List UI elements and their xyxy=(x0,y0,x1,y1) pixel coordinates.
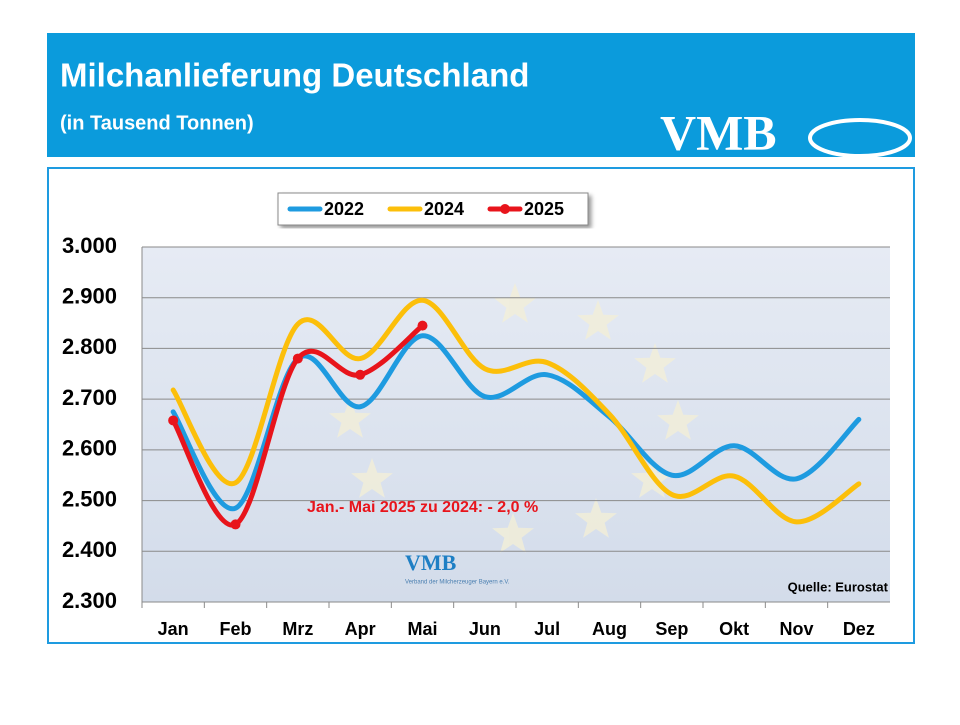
subtitle: (in Tausend Tonnen) xyxy=(60,112,254,134)
x-tick-label: Jul xyxy=(534,619,560,639)
y-tick-label: 2.300 xyxy=(62,588,117,613)
point xyxy=(168,415,179,426)
star xyxy=(329,398,371,438)
legend-label: 2022 xyxy=(324,199,364,219)
x-tick-label: Jun xyxy=(469,619,501,639)
star xyxy=(657,400,699,440)
y-tick-label: 2.900 xyxy=(62,284,117,309)
annotation: Jan.- Mai 2025 zu 2024: - 2,0 % xyxy=(307,499,538,516)
point xyxy=(230,519,241,530)
legend-label: 2025 xyxy=(524,199,564,219)
y-tick-label: 2.700 xyxy=(62,385,117,410)
x-tick-label: Apr xyxy=(345,619,376,639)
logo-swirl xyxy=(808,118,912,158)
legend xyxy=(277,192,589,226)
y-tick-label: 3.000 xyxy=(62,233,117,258)
x-tick-label: Jan xyxy=(158,619,189,639)
watermark: VMB xyxy=(405,550,457,575)
star xyxy=(577,300,619,340)
x-tick-label: Aug xyxy=(592,619,627,639)
star xyxy=(351,458,393,498)
star xyxy=(634,343,676,383)
x-tick-label: Okt xyxy=(719,619,749,639)
series-line xyxy=(170,323,425,528)
header xyxy=(47,33,915,157)
legend-label: 2024 xyxy=(424,199,464,219)
point xyxy=(355,369,366,380)
x-tick-label: Feb xyxy=(219,619,251,639)
series-line xyxy=(170,297,862,525)
star xyxy=(494,283,536,323)
x-tick-label: Mrz xyxy=(282,619,313,639)
logo: VMB xyxy=(660,104,777,160)
y-tick-label: 2.600 xyxy=(62,436,117,461)
x-tick-label: Sep xyxy=(655,619,688,639)
point xyxy=(417,320,428,331)
point xyxy=(292,353,303,364)
y-tick-label: 2.500 xyxy=(62,486,117,511)
star xyxy=(492,513,534,553)
x-tick-label: Nov xyxy=(779,619,813,639)
watermark-subtitle: Verband der Milcherzeuger Bayern e.V. xyxy=(405,580,510,586)
x-tick-label: Mai xyxy=(407,619,437,639)
star xyxy=(575,498,617,538)
y-tick-label: 2.400 xyxy=(62,537,117,562)
x-tick-label: Dez xyxy=(843,619,875,639)
y-tick-label: 2.800 xyxy=(62,334,117,359)
series-line xyxy=(170,333,862,511)
legend-marker xyxy=(500,204,510,214)
source: Quelle: Eurostat xyxy=(788,579,889,594)
title: Milchanlieferung Deutschland xyxy=(60,57,529,94)
